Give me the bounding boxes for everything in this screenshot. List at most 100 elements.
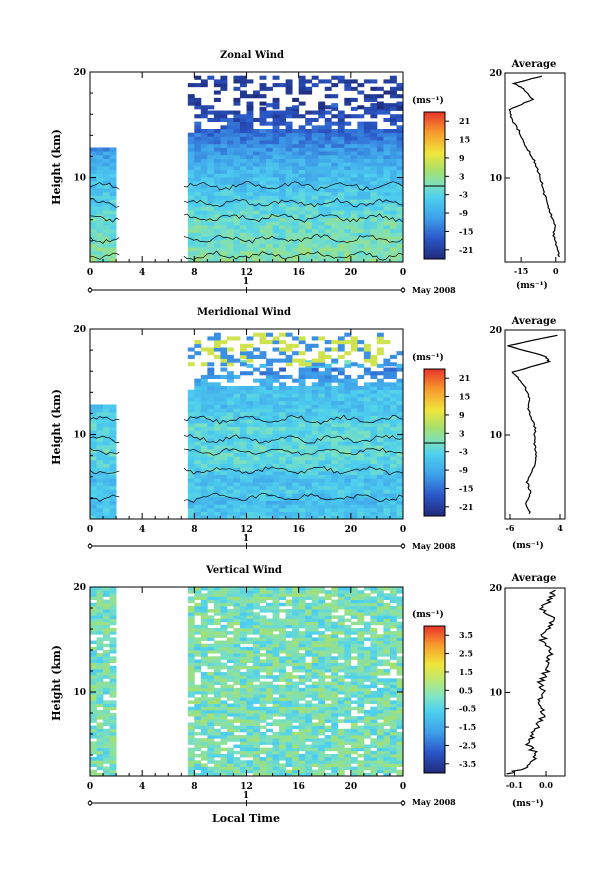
heatmap-cell — [194, 202, 202, 207]
heatmap-cell — [200, 169, 208, 174]
heatmap-cell — [187, 210, 195, 215]
heatmap-cell — [331, 504, 339, 509]
heatmap-cell — [103, 191, 110, 196]
heatmap-cell — [259, 772, 267, 777]
heatmap-cell — [239, 725, 247, 730]
heatmap-cell — [207, 415, 215, 420]
heatmap-cell — [311, 225, 319, 230]
heatmap-cell — [259, 162, 267, 167]
heatmap-cell — [337, 158, 345, 163]
heatmap-cell — [246, 121, 254, 126]
heatmap-cell — [239, 511, 247, 516]
heatmap-cell — [357, 637, 365, 641]
heatmap-cell — [298, 713, 306, 717]
heatmap-cell — [389, 448, 397, 453]
heatmap-cell — [187, 738, 195, 742]
heatmap-cell — [298, 738, 306, 742]
heatmap-cell — [357, 225, 365, 230]
heatmap-cell — [103, 665, 110, 670]
heatmap-cell — [337, 452, 345, 457]
heatmap-cell — [311, 162, 319, 167]
heatmap-cell — [285, 643, 293, 648]
heatmap-cell — [311, 367, 319, 372]
heatmap-cell — [259, 587, 267, 591]
heatmap-cell — [350, 386, 358, 391]
heatmap-cell — [292, 618, 300, 623]
heatmap-cell — [318, 400, 326, 405]
heatmap-cell — [187, 184, 195, 189]
heatmap-cell — [194, 463, 202, 468]
heatmap-cell — [292, 397, 300, 402]
heatmap-cell — [213, 478, 221, 483]
heatmap-cell — [389, 367, 397, 372]
heatmap-cell — [396, 258, 404, 263]
heatmap-cell — [344, 634, 352, 638]
heatmap-cell — [200, 191, 208, 196]
heatmap-cell — [337, 637, 345, 641]
heatmap-cell — [285, 393, 293, 398]
heatmap-cell — [350, 760, 358, 764]
heatmap-cell — [200, 347, 208, 352]
heatmap-cell — [259, 496, 267, 501]
heatmap-cell — [233, 612, 241, 616]
heatmap-cell — [344, 470, 352, 476]
heatmap-cell — [109, 763, 117, 767]
heatmap-cell — [213, 665, 221, 670]
heatmap-cell — [109, 700, 117, 704]
heatmap-cell — [285, 83, 293, 88]
heatmap-cell — [213, 143, 221, 148]
heatmap-cell — [279, 129, 287, 134]
heatmap-cell — [272, 627, 280, 632]
heatmap-cell — [344, 180, 352, 185]
heatmap-cell — [337, 165, 345, 171]
heatmap-cell — [253, 482, 260, 487]
heatmap-cell — [90, 232, 97, 237]
heatmap-cell — [239, 728, 247, 733]
heatmap-cell — [389, 504, 397, 509]
heatmap-cell — [266, 716, 273, 720]
heatmap-cell — [298, 422, 306, 428]
heatmap-cell — [350, 430, 358, 435]
heatmap-cell — [253, 612, 260, 616]
heatmap-cell — [253, 367, 260, 372]
heatmap-cell — [90, 165, 97, 171]
heatmap-cell — [187, 687, 195, 692]
heatmap-cell — [285, 177, 293, 182]
heatmap-cell — [103, 180, 110, 185]
heatmap-cell — [194, 136, 202, 141]
heatmap-cell — [220, 735, 228, 739]
heatmap-cell — [109, 165, 117, 171]
heatmap-cell — [344, 612, 352, 616]
heatmap-cell — [239, 621, 247, 626]
heatmap-cell — [103, 515, 110, 520]
heatmap-cell — [279, 404, 287, 409]
heatmap-cell — [259, 408, 267, 413]
heatmap-cell — [220, 140, 228, 145]
heatmap-cell — [220, 757, 228, 761]
heatmap-cell — [370, 162, 378, 167]
heatmap-cell — [220, 258, 228, 263]
heatmap-cell — [318, 136, 326, 141]
heatmap-cell — [233, 713, 241, 717]
heatmap-cell — [285, 456, 293, 461]
heatmap-cell — [363, 232, 371, 237]
heatmap-cell — [226, 158, 234, 163]
heatmap-cell — [220, 86, 228, 91]
heatmap-cell — [253, 470, 260, 476]
heatmap-cell — [324, 694, 332, 698]
heatmap-cell — [213, 690, 221, 695]
heatmap-cell — [337, 206, 345, 211]
heatmap-cell — [253, 731, 260, 736]
heatmap-cell — [233, 422, 241, 428]
heatmap-cell — [396, 158, 404, 163]
heatmap-cell — [226, 389, 234, 394]
date-label: May 2008 — [412, 285, 456, 295]
heatmap-cell — [305, 624, 313, 629]
heatmap-cell — [324, 117, 332, 123]
heatmap-cell — [279, 463, 287, 468]
heatmap-cell — [213, 706, 221, 711]
heatmap-cell — [311, 422, 319, 428]
colorbar-tick-label: -3 — [459, 190, 468, 200]
heatmap-cell — [246, 725, 254, 730]
heatmap-cell — [194, 165, 202, 171]
